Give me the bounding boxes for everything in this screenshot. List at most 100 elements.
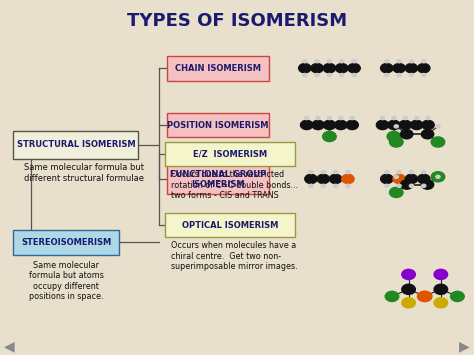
Circle shape <box>376 120 389 130</box>
Circle shape <box>399 120 411 130</box>
Circle shape <box>410 170 413 174</box>
Circle shape <box>305 174 317 184</box>
Text: Occurs when molecules have a
chiral centre.  Get two non-
superimposable mirror : Occurs when molecules have a chiral cent… <box>171 241 297 271</box>
Circle shape <box>403 116 407 120</box>
Circle shape <box>405 64 418 73</box>
Circle shape <box>451 291 464 301</box>
Text: E/Z  ISOMERISM: E/Z ISOMERISM <box>193 149 267 159</box>
Circle shape <box>305 116 309 120</box>
Circle shape <box>299 64 311 73</box>
Text: Occurs due to the restricted
rotation of C=C double bonds...
two forms - CIS and: Occurs due to the restricted rotation of… <box>171 170 298 200</box>
Circle shape <box>342 174 354 184</box>
Circle shape <box>323 120 336 130</box>
Circle shape <box>350 116 354 120</box>
Circle shape <box>402 269 415 279</box>
Circle shape <box>421 130 434 139</box>
Circle shape <box>388 120 400 130</box>
Circle shape <box>346 184 350 187</box>
Circle shape <box>422 120 434 130</box>
Text: Same molecular formula but
different structural formulae: Same molecular formula but different str… <box>24 163 144 183</box>
Circle shape <box>402 284 415 294</box>
Text: FUNCTIONAL GROUP
ISOMERISM: FUNCTIONAL GROUP ISOMERISM <box>170 170 266 189</box>
Circle shape <box>381 64 393 73</box>
Circle shape <box>431 172 445 182</box>
Circle shape <box>301 120 313 130</box>
Circle shape <box>401 180 413 189</box>
Circle shape <box>405 174 418 184</box>
Circle shape <box>415 116 419 120</box>
Circle shape <box>315 60 319 63</box>
Circle shape <box>434 284 447 294</box>
FancyBboxPatch shape <box>167 164 269 194</box>
Circle shape <box>334 184 337 187</box>
Circle shape <box>328 116 331 120</box>
Circle shape <box>323 131 336 142</box>
Circle shape <box>328 73 331 77</box>
Circle shape <box>309 184 313 187</box>
Circle shape <box>303 73 307 77</box>
Circle shape <box>397 184 401 187</box>
Circle shape <box>381 116 384 120</box>
Circle shape <box>323 64 336 73</box>
Circle shape <box>394 125 398 128</box>
Circle shape <box>385 73 389 77</box>
Circle shape <box>390 137 403 147</box>
Circle shape <box>410 120 423 130</box>
Circle shape <box>418 174 430 184</box>
Circle shape <box>336 64 348 73</box>
Circle shape <box>321 184 325 187</box>
Circle shape <box>402 298 415 308</box>
Circle shape <box>352 60 356 63</box>
Circle shape <box>387 131 401 142</box>
Circle shape <box>410 60 413 63</box>
Circle shape <box>421 180 434 189</box>
Circle shape <box>339 116 343 120</box>
Text: CHAIN ISOMERISM: CHAIN ISOMERISM <box>175 64 261 73</box>
Circle shape <box>436 125 440 128</box>
Circle shape <box>393 174 405 184</box>
Circle shape <box>303 60 307 63</box>
Circle shape <box>348 64 360 73</box>
Circle shape <box>397 170 401 174</box>
Circle shape <box>316 116 320 120</box>
Circle shape <box>340 73 344 77</box>
FancyBboxPatch shape <box>165 213 295 237</box>
Circle shape <box>340 60 344 63</box>
Circle shape <box>335 120 347 130</box>
Text: OPTICAL ISOMERISM: OPTICAL ISOMERISM <box>182 220 278 230</box>
FancyBboxPatch shape <box>167 56 269 81</box>
Circle shape <box>329 174 342 184</box>
Circle shape <box>381 174 393 184</box>
Circle shape <box>410 73 413 77</box>
Circle shape <box>385 291 399 301</box>
Text: ◀: ◀ <box>4 339 15 353</box>
Circle shape <box>410 184 413 187</box>
Circle shape <box>334 170 337 174</box>
Circle shape <box>422 60 426 63</box>
Circle shape <box>317 174 329 184</box>
Circle shape <box>397 73 401 77</box>
Circle shape <box>431 137 445 147</box>
Circle shape <box>352 73 356 77</box>
Circle shape <box>418 291 431 301</box>
Circle shape <box>422 170 426 174</box>
Circle shape <box>346 170 350 174</box>
Circle shape <box>419 291 432 301</box>
FancyBboxPatch shape <box>167 113 269 137</box>
Circle shape <box>422 184 426 187</box>
Text: Same molecular
formula but atoms
occupy different
positions in space.: Same molecular formula but atoms occupy … <box>29 261 104 301</box>
Circle shape <box>422 73 426 77</box>
Circle shape <box>346 120 358 130</box>
Circle shape <box>390 187 403 197</box>
Text: ▶: ▶ <box>459 339 470 353</box>
Text: POSITION ISOMERISM: POSITION ISOMERISM <box>167 121 269 130</box>
Circle shape <box>311 64 323 73</box>
Circle shape <box>394 175 398 178</box>
FancyBboxPatch shape <box>13 230 119 255</box>
Circle shape <box>315 73 319 77</box>
Circle shape <box>385 60 389 63</box>
Text: STRUCTURAL ISOMERISM: STRUCTURAL ISOMERISM <box>17 140 135 149</box>
Circle shape <box>418 64 430 73</box>
Circle shape <box>312 120 324 130</box>
Circle shape <box>397 60 401 63</box>
